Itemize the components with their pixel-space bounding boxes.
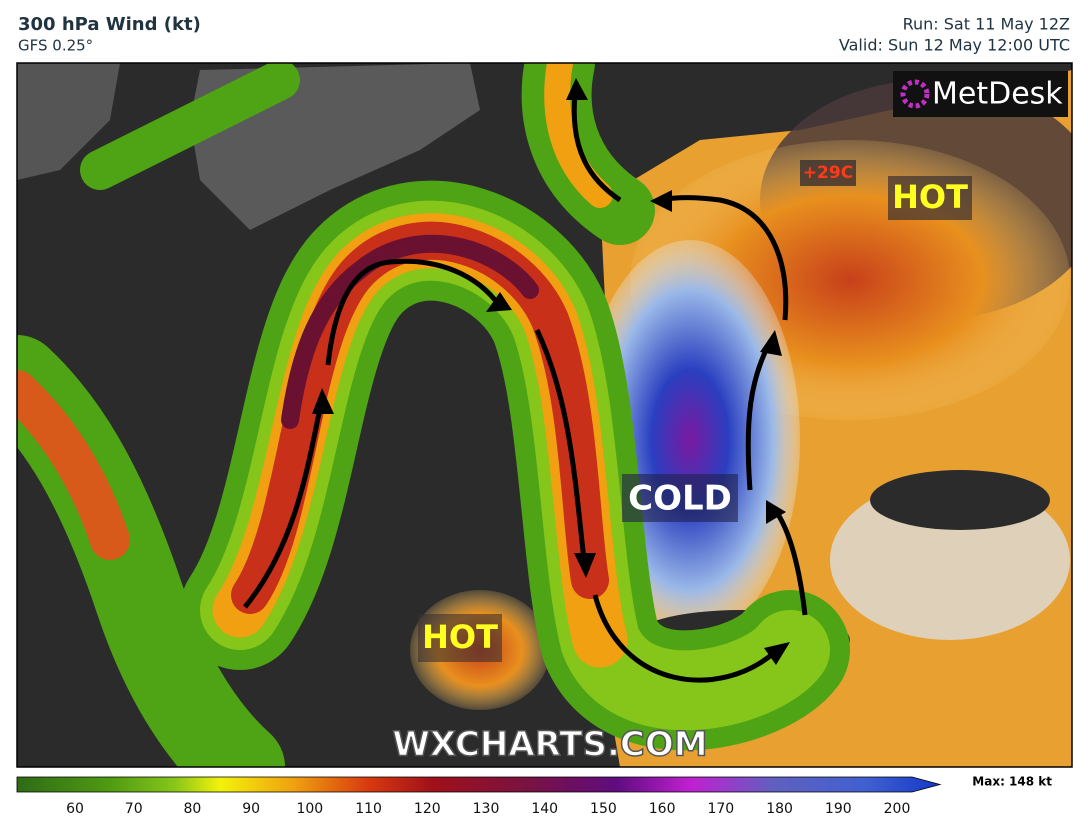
colorbar-tick-label: 110 [355,801,382,817]
cold-label: COLD [628,479,732,519]
watermark: WXCHARTS.COM [392,725,707,765]
logo: MetDesk [932,77,1063,112]
colorbar-tick-label: 180 [766,801,793,817]
colorbar-tick-label: 90 [242,801,260,817]
map-frame [16,62,1073,768]
colorbar-tick-label: 190 [825,801,852,817]
label-bg [622,474,738,522]
colorbar-tick-label: 150 [590,801,617,817]
colorbar-tick-label: 120 [414,801,441,817]
label-bg [418,614,502,662]
colorbar-tick-label: 60 [66,801,84,817]
colorbar-tick-label: 170 [707,801,734,817]
colorbar-tick-label: 100 [296,801,323,817]
land [17,63,120,180]
colorbar-tick-label: 70 [125,801,143,817]
colorbar-tick-label: 80 [184,801,202,817]
label-bg [888,176,972,220]
colorbar-tick-label: 160 [649,801,676,817]
model: GFS 0.25° [18,37,93,55]
label-bg [800,160,856,186]
max-label: Max: 148 kt [972,775,1052,789]
flow-arrows [243,94,808,683]
jet-stream [17,63,850,767]
valid-time: Valid: Sun 12 May 12:00 UTC [839,36,1070,55]
colorbar-tick-label: 200 [884,801,911,817]
temp-label: +29C [803,163,853,183]
map-area: +29C HOT HOT COLD MetDesk WXCHARTS.COM [17,63,1072,767]
title: 300 hPa Wind (kt) [18,14,201,35]
logo-bg [893,71,1068,117]
colorbar-tick-label: 130 [473,801,500,817]
logo-icon [900,79,930,109]
colorbar-ticks: 60 70 80 90 100 110 120 130 140 150 160 170 180 190 20… [66,801,910,817]
black-sea [870,470,1050,530]
hot-label: HOT [892,178,968,216]
colorbar-tick-label: 140 [531,801,558,817]
hot-label: HOT [422,618,498,656]
run-time: Run: Sat 11 May 12Z [903,15,1070,34]
colorbar [16,776,942,793]
arrow-heads [312,78,790,665]
